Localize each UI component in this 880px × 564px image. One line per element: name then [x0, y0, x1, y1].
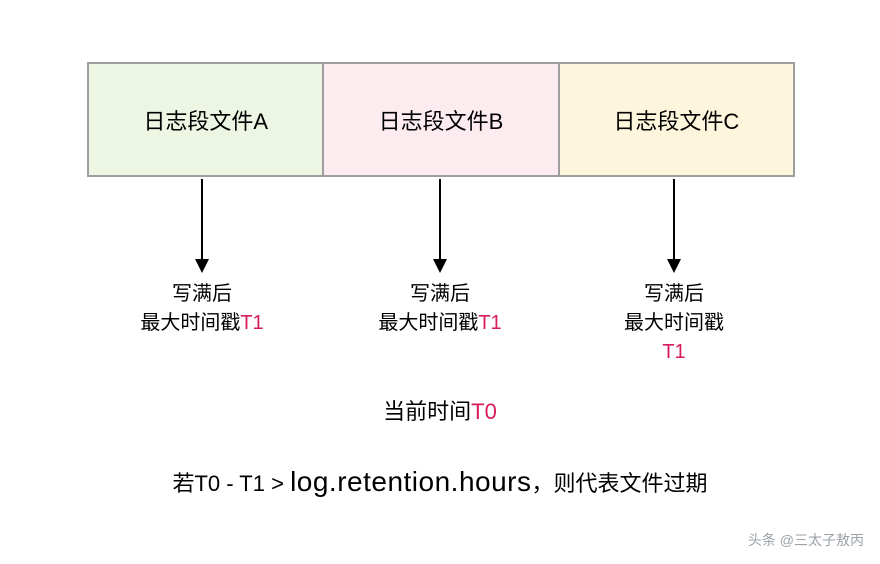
segment-b: 日志段文件B — [324, 64, 559, 175]
condition-code: log.retention.hours — [290, 466, 531, 497]
labels-layer: 写满后 最大时间戳T1 写满后 最大时间戳T1 写满后 最大时间戳T1 — [87, 280, 795, 340]
arrow-down-icon — [430, 177, 450, 277]
arrows-layer — [87, 177, 795, 277]
label-a-accent: T1 — [240, 312, 263, 334]
label-c-prefix: 最大时间戳 — [624, 312, 724, 334]
current-time-accent: T0 — [471, 399, 497, 424]
segments-row: 日志段文件A 日志段文件B 日志段文件C — [87, 62, 795, 177]
segment-c: 日志段文件C — [560, 64, 793, 175]
condition-text: 若T0 - T1 > log.retention.hours，则代表文件过期 — [0, 466, 880, 498]
label-b: 写满后 最大时间戳T1 — [378, 280, 501, 338]
label-b-accent: T1 — [478, 312, 501, 334]
label-c-accent: T1 — [662, 341, 685, 363]
label-c: 写满后 最大时间戳 T1 — [614, 280, 735, 367]
watermark-text: 头条 @三太子敖丙 — [748, 530, 864, 550]
label-b-prefix: 最大时间戳 — [378, 312, 478, 334]
arrow-down-icon — [192, 177, 212, 277]
segment-a: 日志段文件A — [89, 64, 324, 175]
label-c-line1: 写满后 — [614, 280, 735, 309]
label-a-line1: 写满后 — [140, 280, 263, 309]
current-time-prefix: 当前时间 — [383, 399, 471, 424]
label-b-line1: 写满后 — [378, 280, 501, 309]
label-a-line2: 最大时间戳T1 — [140, 309, 263, 338]
label-a-prefix: 最大时间戳 — [140, 312, 240, 334]
current-time-text: 当前时间T0 — [0, 394, 880, 426]
condition-prefix: 若T0 - T1 > — [172, 471, 290, 496]
label-b-line2: 最大时间戳T1 — [378, 309, 501, 338]
label-a: 写满后 最大时间戳T1 — [140, 280, 263, 338]
arrow-down-icon — [664, 177, 684, 277]
label-c-line2: 最大时间戳 T1 — [614, 309, 735, 367]
condition-suffix: ，则代表文件过期 — [532, 471, 708, 496]
